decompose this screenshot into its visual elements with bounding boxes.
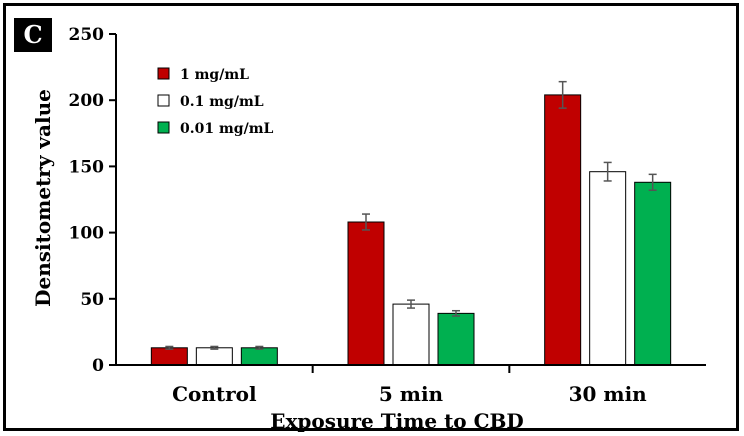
bar	[195, 347, 233, 366]
y-axis-title: Densitometry value	[31, 89, 55, 307]
bar	[392, 303, 430, 366]
x-axis-title: Exposure Time to CBD	[270, 409, 524, 433]
bar	[589, 171, 627, 366]
panel-label: C	[14, 18, 52, 52]
bar	[150, 347, 188, 366]
x-tick-label: Control	[172, 382, 257, 406]
y-tick-label: 250	[69, 25, 105, 45]
y-tick-label: 100	[69, 224, 105, 244]
x-tick-label: 5 min	[379, 382, 444, 406]
figure-frame	[3, 3, 739, 431]
legend-swatch	[157, 67, 170, 80]
bar	[347, 221, 385, 366]
y-axis-ticks: 0 50 100 150 200 250	[69, 25, 116, 376]
error-bars	[165, 80, 657, 350]
bar	[240, 347, 278, 366]
y-tick-label: 200	[69, 91, 105, 111]
y-tick-label: 50	[80, 290, 104, 310]
x-tick-label: 30 min	[569, 382, 648, 406]
legend-label: 0.1 mg/mL	[180, 94, 264, 110]
y-tick-label: 150	[69, 157, 105, 177]
legend-swatch	[157, 94, 170, 107]
bar	[544, 94, 582, 366]
bar	[437, 312, 475, 366]
y-tick-label: 0	[92, 356, 104, 376]
legend-swatch	[157, 121, 170, 134]
bar	[634, 181, 672, 366]
x-axis-ticks: Control 5 min 30 min	[172, 365, 647, 406]
legend-label: 0.01 mg/mL	[180, 121, 274, 137]
legend-label: 1 mg/mL	[180, 67, 249, 83]
legend: 1 mg/mL 0.1 mg/mL 0.01 mg/mL	[157, 67, 274, 137]
